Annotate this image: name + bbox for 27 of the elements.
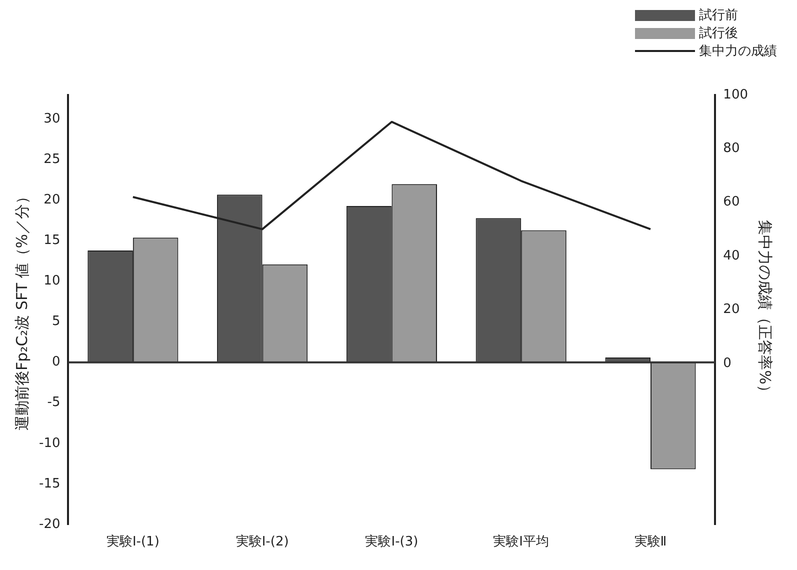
- y2-tick-label: 40: [723, 248, 740, 264]
- y-tick-label: 25: [44, 152, 60, 168]
- x-tick-label: 実験Ⅰ平均: [493, 534, 550, 550]
- y-tick-label: -20: [39, 516, 60, 532]
- legend-label: 試行前: [699, 7, 738, 24]
- y2-tick-label: 0: [723, 356, 732, 371]
- x-tick-label: 実験Ⅰ-(2): [236, 534, 289, 550]
- y-tick-label: 5: [52, 314, 60, 330]
- y2-tick-label: 100: [723, 87, 748, 102]
- y-tick-label: 30: [44, 112, 60, 127]
- y2-tick-label: 60: [723, 194, 740, 210]
- y-tick-label: 10: [44, 274, 60, 289]
- y2-axis-title: 集中力の成績（正答率%）: [756, 220, 774, 400]
- y2-tick-label: 80: [723, 141, 740, 156]
- y-tick-label: 20: [44, 192, 60, 208]
- x-tick-label: 実験Ⅱ: [634, 534, 667, 550]
- legend-label: 試行後: [699, 25, 738, 42]
- y-tick-label: -10: [39, 436, 60, 451]
- x-tick-label: 実験Ⅰ-(1): [106, 534, 160, 550]
- y-tick-label: 15: [44, 233, 60, 248]
- y-tick-label: -15: [39, 476, 60, 492]
- y2-tick-label: 20: [723, 302, 740, 318]
- legend-label: 集中力の成績: [699, 43, 777, 60]
- y-tick-label: -5: [47, 395, 60, 410]
- y-axis-title: 運動前後Fp₂C₂波 SFT 値（%／分）: [12, 188, 31, 430]
- y-tick-label: 0: [52, 354, 60, 370]
- x-tick-label: 実験Ⅰ-(3): [365, 534, 418, 550]
